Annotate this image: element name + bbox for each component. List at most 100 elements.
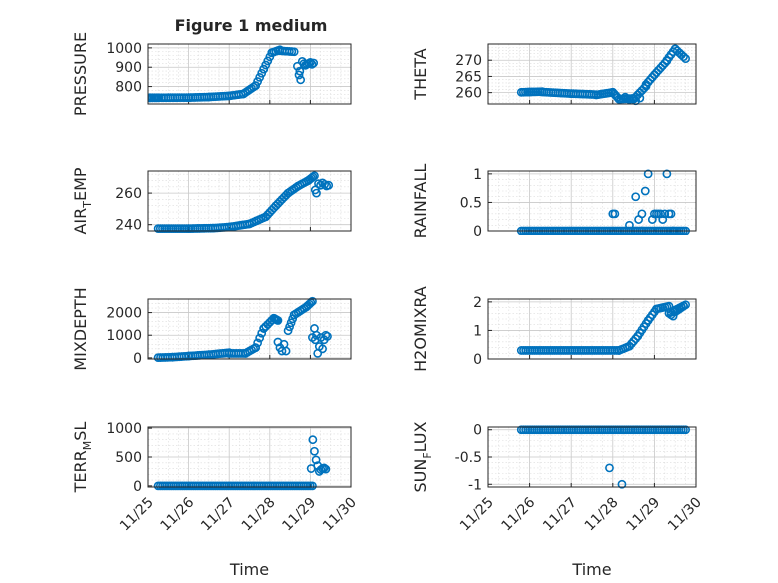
x-tick-label: 11/26 — [499, 494, 539, 534]
subplot-3: 240 260 AIRTEMP — [71, 167, 352, 235]
y-tick-label: 2 — [473, 295, 482, 311]
axes-frame — [147, 298, 352, 360]
y-axis-label: THETA — [411, 48, 430, 100]
y-tick-label: 0 — [133, 351, 142, 367]
data-point — [257, 328, 267, 338]
y-tick-label: 1 — [473, 323, 482, 339]
y-tick-label: 0 — [473, 352, 482, 368]
data-series — [516, 425, 690, 489]
y-tick-label: 1000 — [106, 421, 142, 437]
subplot-8: -1 -0.5 0 11/25 11/26 11/27 11/28 11/29 11/30 SUN… — [411, 421, 705, 579]
subplot-4: 0 0.5 1 RAINFALL — [411, 164, 697, 240]
y-axis-label: SUNFLUX — [411, 421, 434, 492]
data-point — [312, 188, 321, 198]
y-tick-label: 900 — [115, 60, 142, 76]
axes-frame — [147, 170, 352, 232]
data-point — [285, 322, 294, 332]
data-point — [308, 296, 317, 306]
y-tick-label: 2000 — [106, 306, 142, 322]
data-point — [295, 66, 305, 76]
y-tick-label: -0.5 — [455, 450, 482, 466]
x-tick-label: 11/28 — [239, 495, 279, 535]
data-series — [153, 171, 334, 234]
y-tick-label: 1000 — [106, 328, 142, 344]
data-point — [253, 338, 263, 348]
figure-title: Figure 1 medium — [175, 16, 328, 35]
data-point — [263, 56, 273, 66]
y-tick-label: 1000 — [106, 41, 142, 57]
y-axis-label: AIRTEMP — [71, 167, 94, 234]
data-point — [289, 47, 299, 57]
x-tick-label: 11/25 — [117, 495, 157, 535]
y-axis-label: RAINFALL — [411, 164, 430, 239]
data-series — [516, 300, 690, 355]
data-point — [316, 180, 325, 190]
x-tick-label: 11/30 — [320, 495, 360, 535]
y-axis-label: H2OMIXRA — [411, 286, 430, 372]
data-point — [253, 77, 263, 86]
data-point — [283, 326, 293, 336]
data-point — [631, 334, 641, 344]
data-point — [656, 209, 666, 219]
y-axis-label: PRESSURE — [71, 32, 90, 116]
data-point — [286, 318, 296, 328]
data-point — [625, 220, 634, 230]
data-point — [259, 64, 269, 74]
y-tick-label: 260 — [455, 86, 482, 102]
data-point — [255, 333, 265, 343]
data-point — [617, 479, 627, 489]
y-tick-label: 800 — [115, 80, 142, 96]
data-point — [681, 54, 690, 63]
data-point — [281, 346, 291, 356]
x-tick-label: 11/30 — [665, 495, 705, 535]
axes-frame — [147, 43, 352, 105]
data-point — [668, 311, 678, 321]
y-tick-label: 0 — [473, 224, 482, 240]
data-point — [320, 180, 330, 189]
data-point — [307, 59, 317, 69]
y-tick-label: 1 — [473, 167, 482, 183]
x-axis-label: Time — [229, 560, 269, 579]
data-point — [647, 215, 657, 224]
data-point — [296, 75, 306, 85]
data-point — [308, 481, 317, 491]
x-axis-label: Time — [571, 560, 611, 579]
data-point — [261, 60, 271, 70]
data-point — [323, 331, 332, 341]
data-point — [635, 93, 645, 103]
data-point — [610, 209, 620, 219]
data-point — [309, 58, 319, 68]
data-point — [255, 72, 265, 82]
data-point — [658, 215, 668, 224]
x-tick-label: 11/26 — [158, 494, 198, 534]
data-series — [153, 435, 331, 491]
data-point — [681, 425, 690, 435]
subplot-7: 0 500 1000 11/25 11/26 11/27 11/28 11/29 11/30 TE… — [71, 421, 360, 579]
data-point — [294, 70, 304, 80]
data-series — [516, 44, 690, 106]
data-point — [311, 455, 321, 465]
data-series — [148, 45, 319, 103]
data-point — [251, 81, 260, 91]
data-point — [666, 209, 676, 219]
y-tick-label: 0.5 — [460, 195, 482, 211]
x-tick-label: 11/27 — [198, 495, 238, 535]
data-point — [319, 463, 329, 473]
data-point — [308, 435, 318, 445]
y-tick-label: 240 — [115, 218, 142, 234]
data-point — [257, 68, 267, 78]
data-point — [312, 330, 321, 340]
subplot-5: 0 1000 2000 MIXDEPTH — [71, 287, 352, 371]
axes-frame — [147, 426, 352, 488]
y-axis-label: MIXDEPTH — [71, 287, 90, 370]
axes-frame — [487, 426, 697, 488]
data-point — [321, 464, 331, 474]
subplot-1: 800 900 1000 PRESSURE — [71, 32, 352, 116]
y-tick-label: 270 — [455, 53, 482, 69]
subplot-6: 0 1 2 H2OMIXRA — [411, 286, 697, 372]
axes-frame — [487, 170, 697, 232]
data-point — [310, 446, 319, 456]
